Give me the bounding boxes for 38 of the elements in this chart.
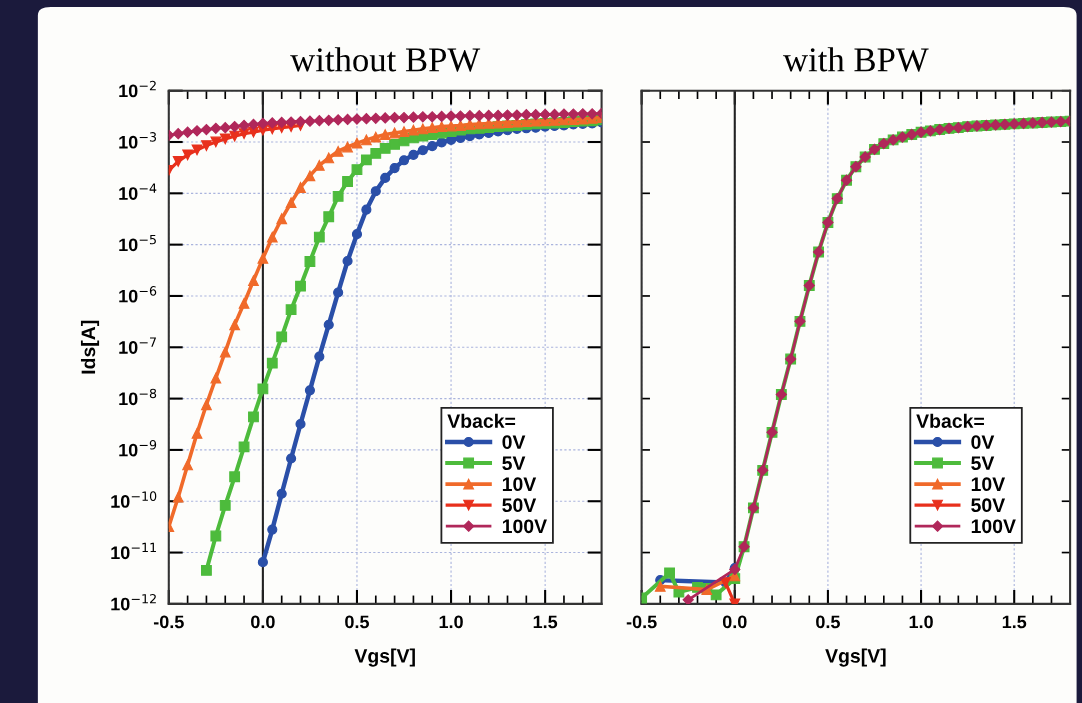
legend-label: 100V: [971, 519, 1016, 534]
y-tick-label: 10$^{−10}$: [111, 491, 157, 508]
y-tick-label: 10$^{−5}$: [119, 234, 156, 252]
y-tick-label: 10$^{−9}$: [119, 440, 157, 457]
y-tick-label: 10$^{−4}$: [119, 183, 157, 200]
y-tick-label: 10$^{−6}$: [119, 286, 157, 303]
legend-label: 5V: [971, 456, 995, 471]
legend-title: Vback=: [447, 413, 516, 428]
x-tick-label: 1.5: [1002, 615, 1027, 629]
x-tick-label: -0.5: [626, 615, 657, 629]
legend-label: 10V: [971, 477, 1006, 492]
legend-label: 0V: [502, 435, 526, 449]
legend-label: 50V: [502, 498, 537, 513]
legend-label: 100V: [502, 519, 547, 534]
x-tick-label: 0.5: [816, 615, 840, 629]
x-tick-label: -0.5: [153, 615, 184, 629]
legend-label: 5V: [502, 456, 526, 471]
x-axis-title: Vgs[V]: [354, 648, 415, 667]
y-axis-title: Ids[A]: [80, 320, 100, 374]
x-axis-title: Vgs[V]: [825, 648, 886, 667]
legend-title: Vback=: [916, 413, 984, 428]
x-tick-label: 1.0: [909, 615, 933, 629]
x-tick-label: 1.0: [439, 615, 463, 629]
y-tick-label: 10$^{−11}$: [111, 542, 156, 560]
y-tick-label: 10$^{−7}$: [119, 337, 156, 354]
y-tick-label: 10$^{−8}$: [119, 388, 157, 406]
legend-label: 0V: [971, 435, 995, 449]
x-tick-label: 0.0: [722, 615, 747, 629]
x-tick-label: 0.0: [251, 615, 275, 629]
x-tick-label: 1.5: [533, 615, 558, 629]
legend-label: 50V: [971, 498, 1006, 513]
legend-label: 10V: [502, 477, 537, 492]
chart-title: without BPW: [290, 47, 481, 72]
y-tick-label: 10$^{−3}$: [119, 132, 157, 149]
chart-title: with BPW: [783, 47, 929, 72]
y-tick-label: 10$^{−2}$: [119, 80, 156, 98]
x-tick-label: 0.5: [345, 615, 370, 629]
y-tick-label: 10$^{−12}$: [111, 593, 156, 611]
